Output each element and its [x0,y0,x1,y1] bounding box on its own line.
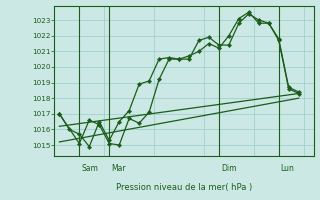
Text: Pression niveau de la mer( hPa ): Pression niveau de la mer( hPa ) [116,183,252,192]
Text: Mar: Mar [111,164,126,173]
Text: Lun: Lun [281,164,295,173]
Text: Sam: Sam [81,164,98,173]
Text: Dim: Dim [221,164,236,173]
